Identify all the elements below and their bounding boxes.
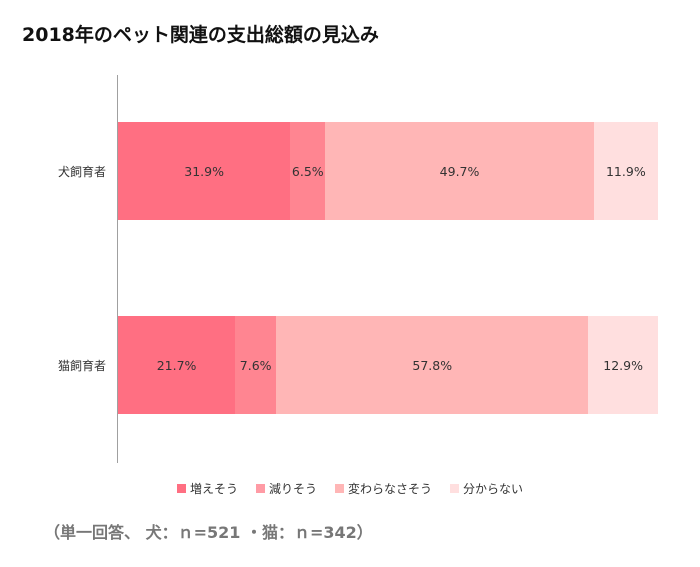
segment-increase: 31.9% (118, 122, 291, 220)
chart-title: 2018年のペット関連の支出総額の見込み (22, 24, 379, 46)
legend-swatch-icon (450, 484, 460, 493)
legend-swatch-icon (335, 484, 344, 493)
segment-decrease: 7.6% (235, 316, 277, 414)
segment-decrease: 6.5% (290, 122, 326, 220)
segment-unchanged: 57.8% (276, 316, 589, 414)
legend-item-unchanged[interactable]: 変わらなさそう (335, 480, 432, 497)
legend-label: 分からない (463, 482, 524, 496)
segment-increase: 21.7% (118, 316, 236, 414)
category-label-cat: 猫飼育者 (57, 359, 106, 373)
legend-item-increase[interactable]: 増えそう (176, 480, 238, 497)
sample-size-note: （単一回答、 犬：ｎ=521 ・猫：ｎ=342） (44, 523, 373, 542)
segment-unknown: 12.9% (588, 316, 658, 414)
legend-label: 変わらなさそう (348, 482, 433, 496)
legend-label: 減りそう (268, 482, 317, 496)
legend-item-decrease[interactable]: 減りそう (255, 480, 317, 497)
chart-legend: 増えそう 減りそう 変わらなさそう 分からない (0, 480, 700, 497)
legend-item-unknown[interactable]: 分からない (450, 480, 523, 497)
legend-swatch-icon (255, 484, 265, 493)
bar-cat-owners: 21.7% 7.6% 57.8% 12.9% (118, 316, 658, 414)
category-axis-line (117, 75, 118, 463)
segment-unknown: 11.9% (593, 122, 658, 220)
segment-unchanged: 49.7% (325, 122, 594, 220)
legend-swatch-icon (176, 484, 186, 493)
category-label-dog: 犬飼育者 (57, 165, 106, 179)
bar-dog-owners: 31.9% 6.5% 49.7% 11.9% (118, 122, 658, 220)
legend-label: 増えそう (189, 482, 238, 496)
